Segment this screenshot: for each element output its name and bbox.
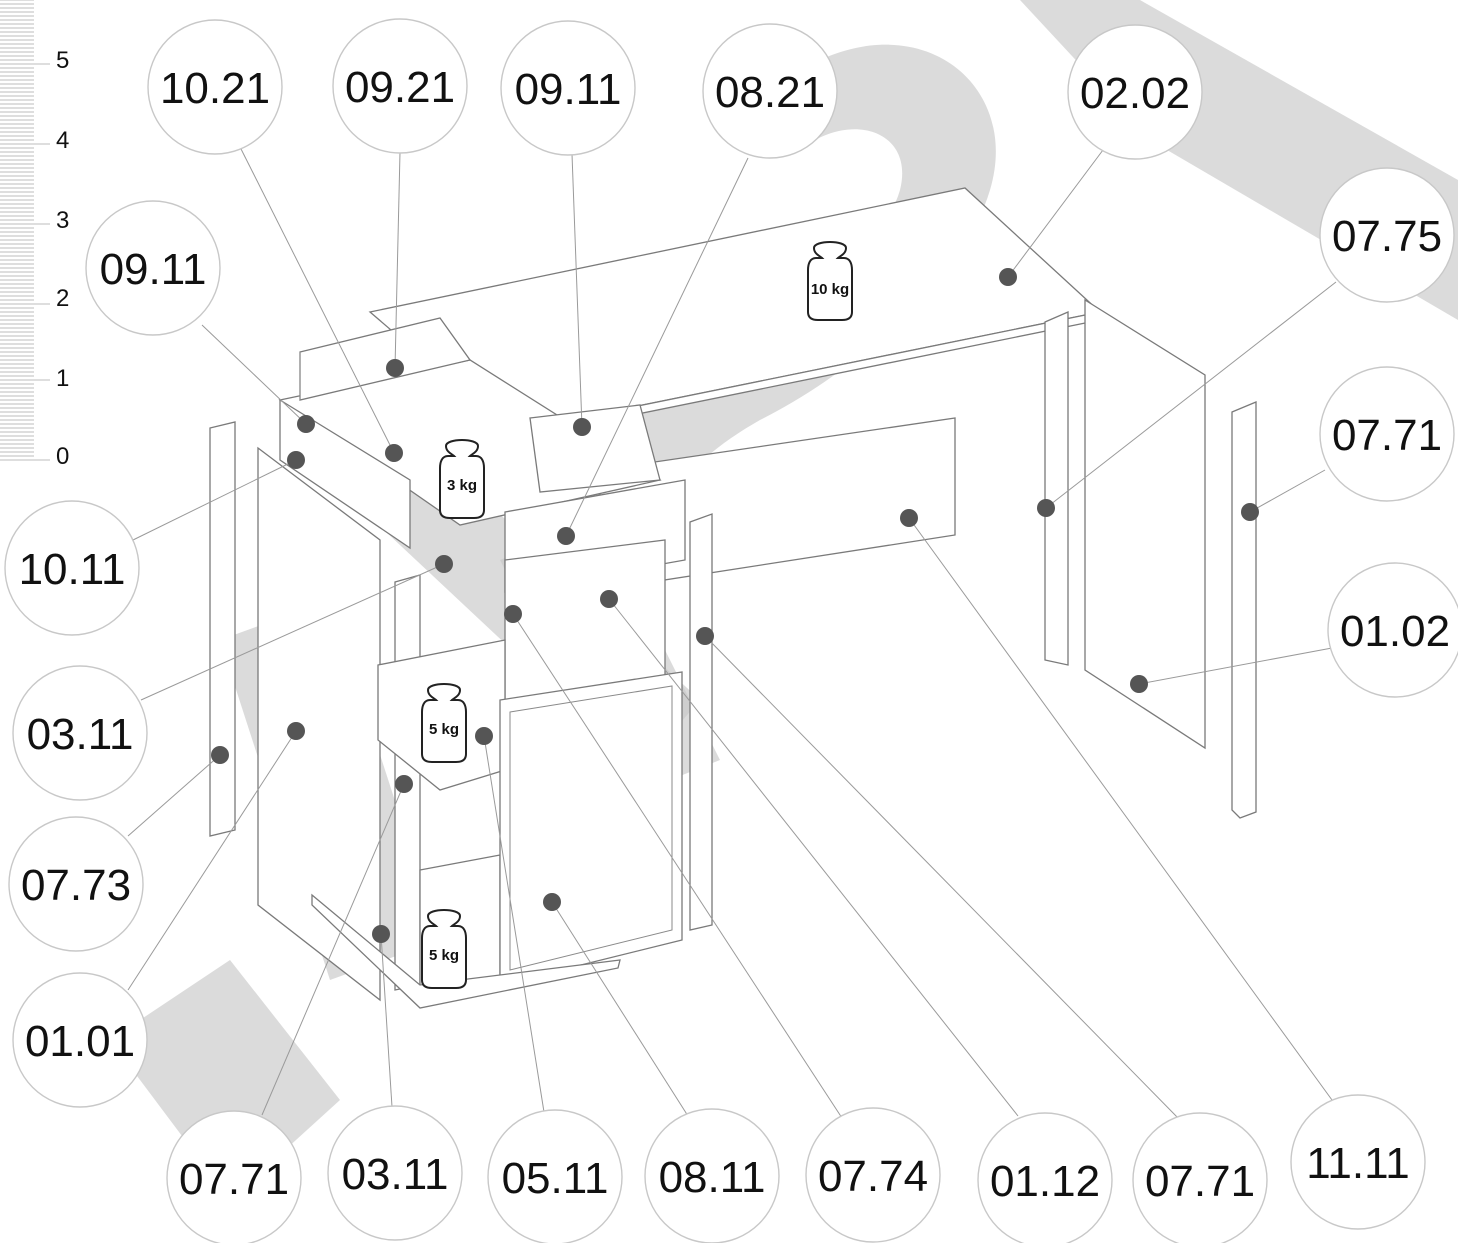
callout-01-02: 01.02 xyxy=(1130,562,1458,698)
callout-10-11: 10.11 xyxy=(4,451,305,636)
ruler-label-3: 3 xyxy=(56,207,69,234)
callout-03-11-bottom: 03.11 xyxy=(327,925,463,1241)
callout-label-07-71-bottom-right: 07.71 xyxy=(1145,1157,1255,1206)
marker-dot xyxy=(435,555,453,573)
callout-07-75: 07.75 xyxy=(1037,167,1455,517)
callout-label-05-11: 05.11 xyxy=(502,1154,609,1203)
marker-dot xyxy=(475,727,493,745)
callout-01-01: 01.01 xyxy=(12,722,305,1108)
callout-label-07-71-bottom-left: 07.71 xyxy=(179,1155,289,1204)
callout-07-71-bottom-left: 07.71 xyxy=(166,775,413,1243)
callout-label-10-21: 10.21 xyxy=(160,64,270,113)
marker-dot xyxy=(696,627,714,645)
pedestal-inner-panel xyxy=(504,539,666,701)
callout-02-02: 02.02 xyxy=(999,24,1203,286)
callout-label-01-01: 01.01 xyxy=(25,1017,135,1066)
callout-09-11-left: 09.11 xyxy=(85,200,315,433)
ruler-label-2: 2 xyxy=(56,285,69,312)
callout-label-08-21: 08.21 xyxy=(715,68,825,117)
front-right-leg xyxy=(689,513,713,931)
right-front-leg xyxy=(1044,311,1069,666)
callout-07-74: 07.74 xyxy=(504,605,941,1243)
callout-label-07-74: 07.74 xyxy=(818,1152,928,1201)
weight-5kg-middle-label: 5 kg xyxy=(429,721,459,738)
weight-5kg-middle: 5 kg xyxy=(421,683,467,763)
callout-05-11: 05.11 xyxy=(475,727,623,1243)
weight-10kg-label: 10 kg xyxy=(811,281,849,298)
callout-09-21: 09.21 xyxy=(332,18,468,377)
marker-dot xyxy=(543,893,561,911)
callout-label-10-11: 10.11 xyxy=(19,545,126,594)
callout-label-09-21: 09.21 xyxy=(345,63,455,112)
callout-01-12: 01.12 xyxy=(600,590,1113,1243)
callout-label-07-75: 07.75 xyxy=(1332,212,1442,261)
marker-dot xyxy=(386,359,404,377)
left-rear-leg xyxy=(209,421,236,837)
marker-dot xyxy=(1037,499,1055,517)
bottom-board xyxy=(311,893,621,1009)
callout-label-08-11: 08.11 xyxy=(659,1153,766,1202)
callout-label-01-12: 01.12 xyxy=(990,1157,1100,1206)
desk-drawing xyxy=(209,187,1257,1009)
callout-08-21: 08.21 xyxy=(557,23,838,545)
right-rear-leg xyxy=(1231,401,1257,819)
callout-10-21: 10.21 xyxy=(147,19,403,462)
marker-dot xyxy=(211,746,229,764)
callout-label-09-11-top: 09.11 xyxy=(515,65,622,114)
pedestal-door xyxy=(499,671,683,986)
callout-07-71-right: 07.71 xyxy=(1241,366,1455,521)
ruler-label-5: 5 xyxy=(56,47,69,74)
callout-11-11: 11.11 xyxy=(900,509,1426,1230)
marker-dot xyxy=(385,444,403,462)
weight-3kg: 3 kg xyxy=(439,439,485,519)
weight-3kg-label: 3 kg xyxy=(447,477,477,494)
weight-10kg: 10 kg xyxy=(807,241,853,321)
marker-dot xyxy=(287,722,305,740)
callout-label-03-11-bottom: 03.11 xyxy=(342,1150,449,1199)
marker-dot xyxy=(573,418,591,436)
marker-dot xyxy=(557,527,575,545)
scale-ruler: 5 4 3 2 1 0 xyxy=(0,0,69,470)
callout-07-71-bottom-right: 07.71 xyxy=(696,627,1268,1243)
ruler-label-1: 1 xyxy=(56,365,69,392)
part-callouts: 10.21 09.21 09.11 08.21 02.02 xyxy=(4,18,1458,1243)
ruler-label-4: 4 xyxy=(56,127,69,154)
callout-label-01-02: 01.02 xyxy=(1340,607,1450,656)
marker-dot xyxy=(999,268,1017,286)
callout-label-07-73: 07.73 xyxy=(21,861,131,910)
marker-dot xyxy=(600,590,618,608)
weight-5kg-bottom: 5 kg xyxy=(421,909,467,989)
marker-dot xyxy=(900,509,918,527)
marker-dot xyxy=(287,451,305,469)
callout-label-02-02: 02.02 xyxy=(1080,69,1190,118)
right-side-panel xyxy=(1084,298,1206,750)
weight-indicators: 10 kg 3 kg 5 kg 5 kg xyxy=(421,241,853,989)
callout-09-11-top: 09.11 xyxy=(500,20,636,436)
pedestal-left-panel xyxy=(257,446,381,1002)
marker-dot xyxy=(504,605,522,623)
callout-08-11: 08.11 xyxy=(543,893,780,1243)
marker-dot xyxy=(395,775,413,793)
marker-dot xyxy=(297,415,315,433)
callout-label-03-11-left: 03.11 xyxy=(27,710,134,759)
callout-07-73: 07.73 xyxy=(8,746,229,952)
ruler-label-0: 0 xyxy=(56,443,69,470)
callout-03-11-left: 03.11 xyxy=(12,555,453,801)
weight-5kg-bottom-label: 5 kg xyxy=(429,947,459,964)
callout-label-11-11: 11.11 xyxy=(1306,1139,1410,1188)
marker-dot xyxy=(1130,675,1148,693)
callout-label-07-71-right: 07.71 xyxy=(1332,411,1442,460)
marker-dot xyxy=(372,925,390,943)
marker-dot xyxy=(1241,503,1259,521)
callout-label-09-11-left: 09.11 xyxy=(100,245,207,294)
